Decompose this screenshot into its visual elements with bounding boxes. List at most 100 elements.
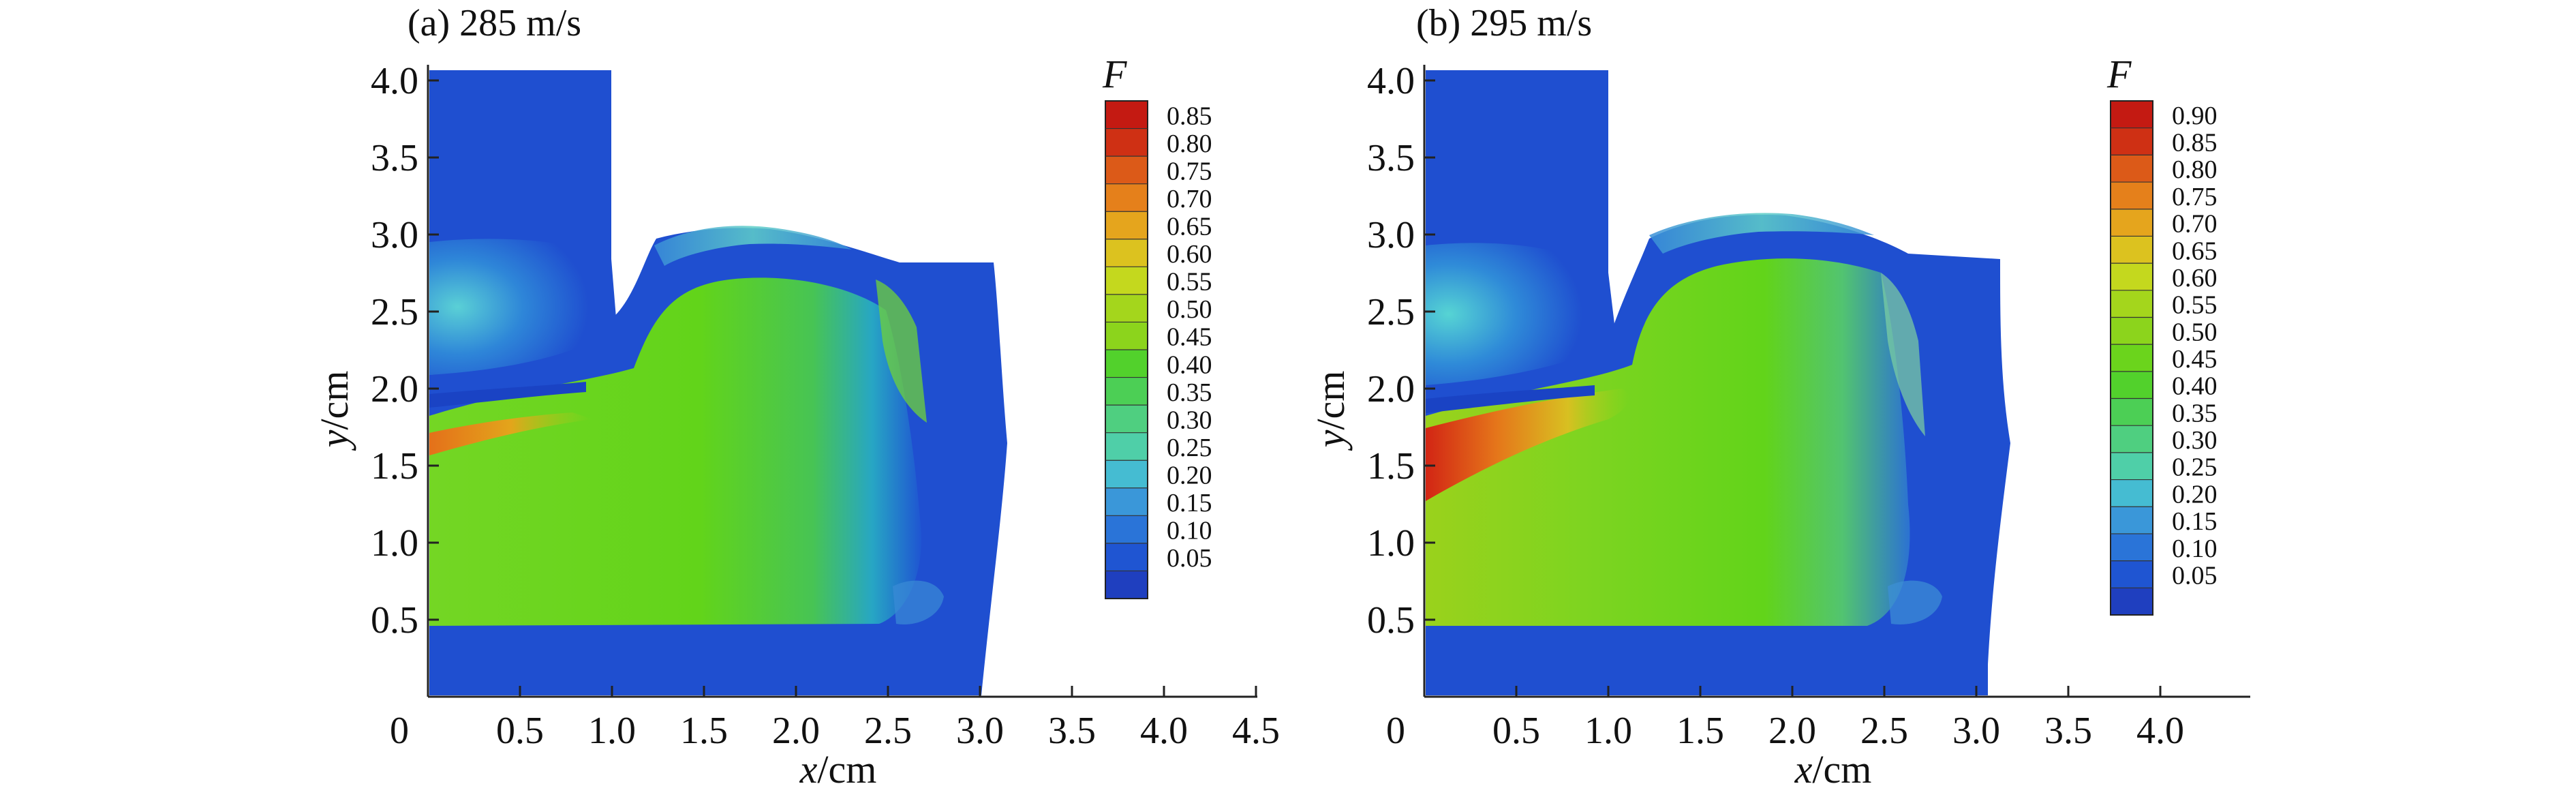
colorbar-level-label: 0.85	[1167, 102, 1212, 130]
colorbar-swatch	[2111, 317, 2153, 345]
colorbar-swatch	[1105, 101, 1148, 130]
panel-a-title: (a) 285 m/s	[408, 2, 581, 44]
colorbar-level-label: 0.40	[2172, 372, 2218, 401]
colorbar-swatch	[2111, 236, 2153, 264]
y-tick-label: 3.5	[1367, 137, 1415, 179]
colorbar-swatch	[2111, 452, 2153, 481]
colorbar-swatch	[2111, 290, 2153, 318]
colorbar-swatch	[1105, 183, 1148, 212]
colorbar-level-label: 0.50	[1167, 295, 1212, 324]
colorbar-level-label: 0.30	[1167, 406, 1212, 434]
colorbar-swatch	[2111, 507, 2153, 534]
panel-b-y-ticks: 0.5 1.0 1.5 2.0 2.5 3.0 3.5 4.0	[1367, 60, 1435, 642]
x-tick-label: 2.5	[864, 710, 912, 752]
colorbar-level-label: 0.60	[1167, 240, 1212, 269]
panel-a-colorbar-title: F	[1102, 52, 1127, 96]
y-tick-label: 1.5	[371, 445, 418, 487]
colorbar-swatch	[1105, 405, 1148, 434]
y-tick-label: 1.0	[371, 522, 418, 564]
panel-a-base-plate	[429, 626, 981, 695]
colorbar-swatch	[1105, 460, 1148, 489]
colorbar-level-label: 0.75	[1167, 157, 1212, 185]
colorbar-swatch	[2111, 344, 2153, 372]
x-tick-label: 3.0	[956, 710, 1004, 752]
y-tick-label: 0.5	[371, 599, 418, 642]
panel-a: (a) 285 m/s 0 0.5 1.0 1.5 2.	[312, 2, 1280, 792]
colorbar-swatch	[1105, 543, 1148, 571]
colorbar-level-label: 0.05	[1167, 544, 1212, 573]
x-tick-label: 0.5	[1492, 710, 1540, 752]
colorbar-level-label: 0.45	[2172, 345, 2218, 374]
colorbar-level-label: 0.35	[1167, 378, 1212, 407]
colorbar-level-label: 0.20	[2172, 480, 2218, 509]
x-tick-label: 1.5	[1676, 710, 1724, 752]
colorbar-swatch	[2111, 398, 2153, 426]
panel-b-shear-layer	[1426, 385, 1595, 413]
colorbar-level-label: 0.05	[2172, 561, 2218, 590]
colorbar-swatch	[2111, 479, 2153, 507]
panel-b-colorbar: 0.900.850.800.750.700.650.600.550.500.45…	[2110, 100, 2218, 616]
colorbar-swatch	[1105, 350, 1148, 378]
colorbar-level-label: 0.35	[2172, 399, 2218, 427]
panel-b-x-ticks: 0 0.5 1.0 1.5 2.0 2.5 3.0 3.5 4.0	[1386, 686, 2184, 752]
colorbar-swatch	[1105, 432, 1148, 461]
colorbar-swatch	[2111, 371, 2153, 400]
x-tick-label: 0	[390, 710, 409, 752]
colorbar-level-label: 0.55	[2172, 291, 2218, 320]
panel-b: (b) 295 m/s 0 0.5 1.0 1.5 2.0 2.5 3.0 3.5 4.0 0.…	[1308, 2, 2250, 792]
colorbar-level-label: 0.85	[2172, 129, 2218, 157]
colorbar-level-label: 0.80	[2172, 155, 2218, 184]
colorbar-swatch	[1105, 239, 1148, 267]
colorbar-level-label: 0.40	[1167, 350, 1212, 379]
colorbar-level-label: 0.20	[1167, 462, 1212, 490]
colorbar-swatch	[2111, 127, 2153, 155]
panel-b-colorbar-title: F	[2106, 52, 2132, 96]
colorbar-swatch	[1105, 322, 1148, 350]
y-tick-label: 4.0	[371, 60, 418, 102]
panel-b-base-plate	[1426, 626, 1988, 695]
x-tick-label: 1.0	[588, 710, 636, 752]
colorbar-swatch	[1105, 571, 1148, 599]
colorbar-level-label: 0.55	[1167, 268, 1212, 297]
x-tick-label: 0.5	[496, 710, 544, 752]
colorbar-level-label: 0.50	[2172, 318, 2218, 346]
colorbar-level-label: 0.70	[2172, 210, 2218, 239]
panel-a-hot-band	[429, 412, 593, 455]
panel-b-ylabel: y/cm	[1308, 371, 1353, 451]
colorbar-swatch	[2111, 425, 2153, 453]
colorbar-level-label: 0.65	[2172, 237, 2218, 265]
colorbar-level-label: 0.15	[1167, 489, 1212, 517]
x-tick-label: 4.0	[1140, 710, 1188, 752]
x-tick-label: 1.0	[1584, 710, 1632, 752]
colorbar-level-label: 0.25	[1167, 434, 1212, 462]
colorbar-swatch	[2111, 182, 2153, 210]
panel-a-xlabel: x/cm	[799, 747, 877, 792]
colorbar-swatch	[1105, 156, 1148, 185]
panel-b-jet-lobe	[1881, 273, 1925, 436]
colorbar-swatch	[2111, 263, 2153, 291]
panel-b-field	[1426, 70, 2010, 695]
panel-a-x-ticks: 0 0.5 1.0 1.5 2.0 2.5 3.0 3.5 4.0 4.5	[390, 686, 1280, 752]
y-tick-label: 4.0	[1367, 60, 1415, 102]
colorbar-swatch	[2111, 533, 2153, 562]
x-tick-label: 2.5	[1860, 710, 1908, 752]
y-tick-label: 3.0	[371, 214, 418, 256]
panel-a-ylabel: y/cm	[312, 371, 356, 451]
x-tick-label: 3.5	[1048, 710, 1096, 752]
y-tick-label: 2.5	[371, 291, 418, 333]
panel-a-colorbar: 0.850.800.750.700.650.600.550.500.450.40…	[1105, 100, 1212, 599]
y-tick-label: 2.0	[371, 368, 418, 410]
colorbar-level-label: 0.75	[2172, 183, 2218, 211]
panel-a-axes	[427, 65, 1257, 698]
x-tick-label: 1.5	[680, 710, 728, 752]
y-tick-label: 3.5	[371, 137, 418, 179]
y-tick-label: 2.5	[1367, 291, 1415, 333]
colorbar-level-label: 0.80	[1167, 130, 1212, 158]
panel-b-body	[1426, 258, 1910, 627]
colorbar-swatch	[1105, 294, 1148, 322]
colorbar-swatch	[1105, 267, 1148, 295]
colorbar-swatch	[2111, 588, 2153, 616]
colorbar-swatch	[2111, 155, 2153, 183]
colorbar-level-label: 0.15	[2172, 507, 2218, 536]
